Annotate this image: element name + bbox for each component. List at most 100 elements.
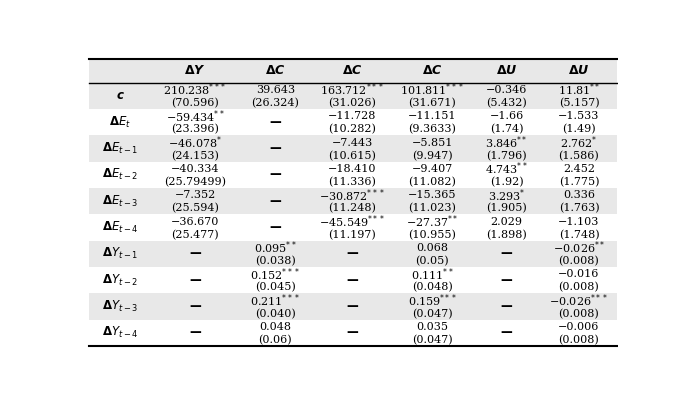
Text: −7.352: −7.352	[174, 190, 216, 200]
Text: −0.026$^{***}$: −0.026$^{***}$	[550, 292, 609, 309]
Text: $\boldsymbol{\Delta Y_{t-1}}$: $\boldsymbol{\Delta Y_{t-1}}$	[102, 246, 139, 262]
Text: 0.095$^{**}$: 0.095$^{**}$	[254, 239, 297, 256]
Text: −40.334: −40.334	[171, 164, 219, 174]
Text: $\boldsymbol{\Delta E_{t-3}}$: $\boldsymbol{\Delta E_{t-3}}$	[102, 194, 139, 209]
Text: —: —	[501, 300, 513, 313]
Text: $\boldsymbol{\Delta Y_{t-2}}$: $\boldsymbol{\Delta Y_{t-2}}$	[102, 273, 139, 288]
Text: $\boldsymbol{c}$: $\boldsymbol{c}$	[116, 89, 125, 103]
Text: −27.37$^{**}$: −27.37$^{**}$	[406, 213, 458, 230]
Text: (0.008): (0.008)	[559, 282, 599, 293]
Text: (26.324): (26.324)	[251, 98, 299, 108]
Text: 3.846$^{**}$: 3.846$^{**}$	[485, 134, 528, 151]
Text: −0.346: −0.346	[486, 85, 527, 95]
Text: −9.407: −9.407	[412, 164, 453, 174]
Text: 0.336: 0.336	[563, 190, 595, 200]
Text: (0.047): (0.047)	[412, 309, 453, 319]
Text: $\boldsymbol{\Delta E_{t-1}}$: $\boldsymbol{\Delta E_{t-1}}$	[102, 141, 139, 156]
Text: −45.549$^{***}$: −45.549$^{***}$	[319, 213, 385, 230]
Text: 0.035: 0.035	[416, 322, 449, 332]
Text: −46.078$^{*}$: −46.078$^{*}$	[168, 134, 222, 151]
Text: (10.282): (10.282)	[328, 124, 376, 135]
Text: —: —	[501, 326, 513, 339]
Text: −1.533: −1.533	[559, 111, 600, 121]
Text: 2.762$^{*}$: 2.762$^{*}$	[560, 134, 598, 151]
Text: —: —	[269, 195, 281, 208]
Text: (25.477): (25.477)	[171, 230, 219, 240]
Bar	[89, 83, 617, 109]
Text: (0.048): (0.048)	[412, 282, 453, 293]
Text: −59.434$^{**}$: −59.434$^{**}$	[166, 108, 225, 124]
Text: (0.008): (0.008)	[559, 335, 599, 345]
Text: (1.898): (1.898)	[486, 230, 527, 240]
Text: —: —	[346, 274, 358, 287]
Text: (5.432): (5.432)	[486, 98, 527, 108]
Text: −15.365: −15.365	[408, 190, 457, 200]
Text: 39.643: 39.643	[256, 85, 295, 95]
Text: 0.068: 0.068	[416, 243, 449, 253]
Text: (0.047): (0.047)	[412, 335, 453, 345]
Text: (1.905): (1.905)	[486, 204, 527, 214]
Text: (1.763): (1.763)	[559, 204, 599, 214]
Text: —: —	[269, 221, 281, 234]
Text: 0.111$^{**}$: 0.111$^{**}$	[411, 266, 454, 283]
Text: (11.082): (11.082)	[408, 177, 456, 187]
Text: 0.152$^{***}$: 0.152$^{***}$	[250, 266, 300, 283]
Text: —: —	[269, 142, 281, 155]
Text: $\boldsymbol{\Delta C}$: $\boldsymbol{\Delta C}$	[342, 64, 363, 77]
Text: −11.728: −11.728	[328, 111, 376, 121]
Bar	[89, 59, 617, 83]
Text: (0.045): (0.045)	[255, 282, 295, 293]
Text: (70.596): (70.596)	[171, 98, 219, 108]
Text: (11.023): (11.023)	[408, 204, 456, 214]
Bar	[89, 136, 617, 162]
Text: 101.811$^{***}$: 101.811$^{***}$	[401, 82, 464, 98]
Text: (0.038): (0.038)	[255, 256, 295, 266]
Text: —: —	[190, 300, 201, 313]
Text: (1.49): (1.49)	[562, 124, 596, 135]
Text: (0.008): (0.008)	[559, 256, 599, 266]
Text: —: —	[269, 116, 281, 129]
Text: (31.671): (31.671)	[409, 98, 456, 108]
Text: (1.92): (1.92)	[490, 177, 523, 187]
Text: −36.670: −36.670	[171, 217, 219, 227]
Text: 2.452: 2.452	[563, 164, 595, 174]
Text: (11.197): (11.197)	[328, 230, 376, 240]
Text: (10.615): (10.615)	[328, 151, 376, 161]
Text: $\boldsymbol{\Delta Y_{t-4}}$: $\boldsymbol{\Delta Y_{t-4}}$	[102, 325, 139, 340]
Text: (1.796): (1.796)	[486, 151, 527, 161]
Text: (9.947): (9.947)	[412, 151, 453, 161]
Text: —: —	[346, 326, 358, 339]
Bar	[89, 293, 617, 320]
Text: —: —	[190, 274, 201, 287]
Text: 3.293$^{*}$: 3.293$^{*}$	[488, 187, 525, 204]
Text: —: —	[346, 247, 358, 260]
Text: 210.238$^{***}$: 210.238$^{***}$	[164, 82, 227, 98]
Text: 0.211$^{***}$: 0.211$^{***}$	[250, 292, 300, 309]
Text: (0.05): (0.05)	[416, 256, 449, 266]
Text: —: —	[269, 169, 281, 181]
Text: (0.040): (0.040)	[255, 309, 295, 319]
Text: −5.851: −5.851	[412, 138, 453, 147]
Text: (10.955): (10.955)	[408, 230, 456, 240]
Text: (0.06): (0.06)	[258, 335, 292, 345]
Text: $\boldsymbol{\Delta C}$: $\boldsymbol{\Delta C}$	[265, 64, 286, 77]
Text: −7.443: −7.443	[332, 138, 373, 147]
Text: (31.026): (31.026)	[328, 98, 376, 108]
Text: −18.410: −18.410	[328, 164, 376, 174]
Text: −0.006: −0.006	[559, 322, 600, 332]
Text: 163.712$^{***}$: 163.712$^{***}$	[320, 82, 384, 98]
Text: −0.026$^{**}$: −0.026$^{**}$	[553, 239, 605, 256]
Text: $\boldsymbol{\Delta E_{t-4}}$: $\boldsymbol{\Delta E_{t-4}}$	[102, 220, 139, 235]
Text: 0.048: 0.048	[259, 322, 291, 332]
Text: —: —	[190, 326, 201, 339]
Text: −0.016: −0.016	[559, 269, 600, 279]
Text: $\boldsymbol{\Delta E_{t-2}}$: $\boldsymbol{\Delta E_{t-2}}$	[102, 167, 139, 183]
Text: (1.748): (1.748)	[559, 230, 599, 240]
Text: −1.103: −1.103	[559, 217, 600, 227]
Text: (1.586): (1.586)	[559, 151, 599, 161]
Text: (1.74): (1.74)	[490, 124, 523, 135]
Text: $\boldsymbol{\Delta U}$: $\boldsymbol{\Delta U}$	[496, 64, 517, 77]
Text: $\boldsymbol{\Delta Y}$: $\boldsymbol{\Delta Y}$	[184, 64, 206, 77]
Text: −30.872$^{***}$: −30.872$^{***}$	[319, 187, 385, 204]
Text: −1.66: −1.66	[489, 111, 523, 121]
